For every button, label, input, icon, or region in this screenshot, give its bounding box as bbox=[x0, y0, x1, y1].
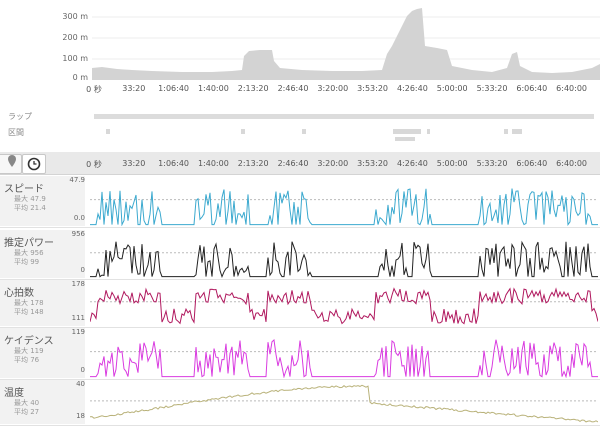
time-axis-button[interactable] bbox=[22, 154, 46, 174]
time-x-tick: 33:20 bbox=[122, 159, 146, 168]
elevation-panel: 300 m 200 m 100 m 0 m 0 秒 33:20 1:06:40 1:4… bbox=[0, 0, 600, 100]
temp-avg: 平均 27 bbox=[14, 408, 40, 416]
map-view-button[interactable] bbox=[0, 154, 22, 174]
power-axis-bottom: 0 bbox=[80, 266, 85, 274]
speed-name: スピード bbox=[4, 184, 44, 195]
elev-x-tick: 2:46:40 bbox=[277, 84, 309, 93]
time-x-tick: 3:20:00 bbox=[317, 159, 349, 168]
speed-max: 最大 47.9 bbox=[14, 195, 46, 203]
interval-block[interactable] bbox=[302, 129, 306, 134]
temp-name: 温度 bbox=[4, 388, 24, 399]
speed-avg: 平均 21.4 bbox=[14, 204, 46, 212]
time-x-tick: 1:40:00 bbox=[197, 159, 229, 168]
elev-x-tick: 33:20 bbox=[122, 84, 146, 93]
elev-x-tick: 1:06:40 bbox=[158, 84, 190, 93]
time-x-tick: 6:40:00 bbox=[556, 159, 588, 168]
elevation-area bbox=[92, 8, 600, 80]
temp-label-panel: 温度 最大 40 平均 27 40 18 bbox=[0, 380, 85, 424]
time-x-tick: 2:46:40 bbox=[277, 159, 309, 168]
elev-x-tick: 4:26:40 bbox=[396, 84, 428, 93]
speed-axis-top: 47.9 bbox=[69, 176, 85, 184]
hr-axis-bottom: 111 bbox=[71, 314, 85, 322]
hr-avg: 平均 148 bbox=[14, 308, 44, 316]
time-x-tick: 3:53:20 bbox=[357, 159, 389, 168]
power-name: 推定パワー bbox=[4, 238, 54, 249]
elev-x-tick: 1:40:00 bbox=[197, 84, 229, 93]
time-x-tick: 5:33:20 bbox=[476, 159, 508, 168]
elev-x-tick: 6:40:00 bbox=[556, 84, 588, 93]
temp-series-line bbox=[90, 384, 598, 423]
hr-max: 最大 178 bbox=[14, 299, 44, 307]
elev-y-300: 300 m bbox=[62, 12, 88, 21]
power-max: 最大 956 bbox=[14, 249, 44, 257]
power-axis-top: 956 bbox=[71, 230, 85, 238]
row-divider bbox=[0, 379, 600, 380]
laps-track[interactable] bbox=[94, 114, 594, 119]
cadence-label-panel: ケイデンス 最大 119 平均 76 119 0 bbox=[0, 328, 85, 378]
row-divider bbox=[0, 327, 600, 328]
interval-block[interactable] bbox=[395, 137, 415, 141]
cadence-name: ケイデンス bbox=[4, 336, 54, 347]
elev-y-0: 0 m bbox=[72, 73, 88, 82]
time-x-tick: 1:06:40 bbox=[158, 159, 190, 168]
elev-x-tick: 6:06:40 bbox=[516, 84, 548, 93]
elev-y-200: 200 m bbox=[62, 33, 88, 42]
temp-max: 最大 40 bbox=[14, 399, 40, 407]
interval-block[interactable] bbox=[393, 129, 421, 134]
speed-label-panel: スピード 最大 47.9 平均 21.4 47.9 0.0 bbox=[0, 176, 85, 226]
speed-series-line bbox=[90, 187, 598, 226]
interval-block[interactable] bbox=[106, 129, 110, 134]
intervals-track[interactable] bbox=[94, 129, 594, 147]
elev-x-tick: 2:13:20 bbox=[237, 84, 269, 93]
interval-block[interactable] bbox=[512, 129, 522, 134]
laps-label: ラップ bbox=[8, 112, 32, 121]
power-avg: 平均 99 bbox=[14, 258, 40, 266]
time-x-tick: 0 秒 bbox=[86, 160, 102, 169]
elev-x-tick: 0 秒 bbox=[86, 85, 102, 94]
map-pin-icon bbox=[8, 155, 16, 167]
interval-block[interactable] bbox=[504, 129, 508, 134]
elevation-chart bbox=[92, 8, 600, 80]
hr-name: 心拍数 bbox=[4, 288, 34, 299]
row-divider bbox=[0, 227, 600, 228]
power-chart[interactable] bbox=[90, 232, 598, 278]
time-x-tick: 2:13:20 bbox=[237, 159, 269, 168]
time-x-tick: 6:06:40 bbox=[516, 159, 548, 168]
cadence-axis-bottom: 0 bbox=[80, 366, 85, 374]
temp-axis-top: 40 bbox=[76, 380, 85, 388]
speed-chart[interactable] bbox=[90, 178, 598, 226]
hr-series-line bbox=[90, 287, 598, 325]
time-x-tick: 5:00:00 bbox=[436, 159, 468, 168]
cadence-max: 最大 119 bbox=[14, 347, 44, 355]
cadence-series-line bbox=[90, 338, 598, 378]
elev-x-tick: 3:53:20 bbox=[357, 84, 389, 93]
power-label-panel: 推定パワー 最大 956 平均 99 956 0 bbox=[0, 230, 85, 278]
clock-icon bbox=[27, 157, 41, 171]
cadence-axis-top: 119 bbox=[71, 328, 85, 336]
row-divider bbox=[0, 279, 600, 280]
elev-y-100: 100 m bbox=[62, 54, 88, 63]
power-series-line bbox=[90, 240, 598, 278]
hr-chart[interactable] bbox=[90, 282, 598, 326]
cadence-chart[interactable] bbox=[90, 330, 598, 378]
temp-chart[interactable] bbox=[90, 382, 598, 424]
speed-axis-bottom: 0.0 bbox=[73, 214, 85, 222]
temp-axis-bottom: 18 bbox=[76, 412, 85, 420]
interval-block[interactable] bbox=[427, 129, 430, 134]
cadence-avg: 平均 76 bbox=[14, 356, 40, 364]
interval-block[interactable] bbox=[241, 129, 245, 134]
elev-x-tick: 3:20:00 bbox=[317, 84, 349, 93]
intervals-label: 区間 bbox=[8, 128, 24, 137]
time-x-tick: 4:26:40 bbox=[396, 159, 428, 168]
elev-x-tick: 5:00:00 bbox=[436, 84, 468, 93]
chart-toolbar: 0 秒 33:20 1:06:40 1:40:00 2:13:20 2:46:40 3:20… bbox=[0, 152, 600, 175]
hr-axis-top: 178 bbox=[71, 280, 85, 288]
elev-x-tick: 5:33:20 bbox=[476, 84, 508, 93]
hr-label-panel: 心拍数 最大 178 平均 148 178 111 bbox=[0, 280, 85, 326]
